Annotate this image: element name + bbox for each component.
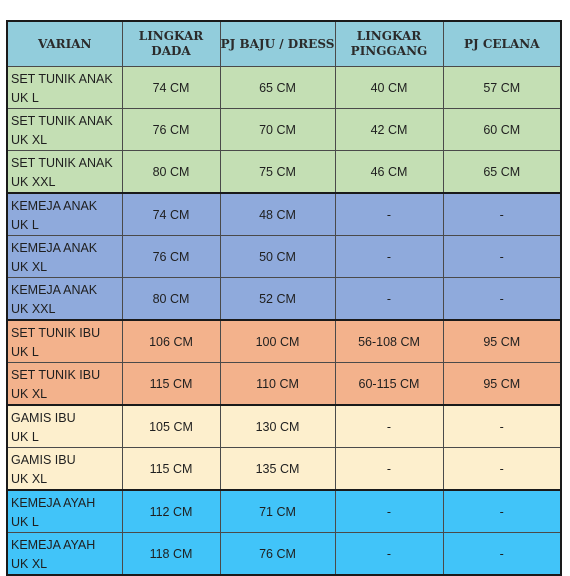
cell-lingkar-pinggang: - <box>334 489 444 533</box>
cell-lingkar-pinggang: - <box>334 404 444 448</box>
size-table: VARIAN LINGKAR DADA PJ BAJU / DRESS LING… <box>6 20 562 576</box>
table-row: KEMEJA AYAH UK L 112 CM 71 CM - - <box>6 489 562 533</box>
cell-lingkar-dada: 115 CM <box>121 362 221 406</box>
table-row: KEMEJA ANAK UK XXL 80 CM 52 CM - - <box>6 277 562 321</box>
cell-pj-celana: - <box>442 235 562 278</box>
table-body: SET TUNIK ANAK UK L 74 CM 65 CM 40 CM 57 CM S… <box>6 66 562 576</box>
cell-lingkar-dada: 80 CM <box>121 150 221 194</box>
cell-pj-baju-dress: 130 CM <box>219 404 336 448</box>
cell-pj-baju-dress: 50 CM <box>219 235 336 278</box>
cell-pj-baju-dress: 75 CM <box>219 150 336 194</box>
cell-pj-baju-dress: 52 CM <box>219 277 336 321</box>
cell-varian: SET TUNIK ANAK UK XL <box>6 108 123 151</box>
cell-pj-celana: - <box>442 277 562 321</box>
cell-varian: GAMIS IBU UK L <box>6 404 123 448</box>
cell-varian: SET TUNIK IBU UK XL <box>6 362 123 406</box>
cell-lingkar-dada: 76 CM <box>121 108 221 151</box>
cell-lingkar-dada: 74 CM <box>121 192 221 236</box>
table-row: SET TUNIK IBU UK L 106 CM 100 CM 56-108 CM 9… <box>6 319 562 363</box>
cell-pj-celana: - <box>442 532 562 576</box>
cell-lingkar-pinggang: - <box>334 447 444 491</box>
cell-pj-baju-dress: 71 CM <box>219 489 336 533</box>
cell-varian: SET TUNIK IBU UK L <box>6 319 123 363</box>
cell-pj-celana: - <box>442 404 562 448</box>
table-row: SET TUNIK ANAK UK XL 76 CM 70 CM 42 CM 60 CM <box>6 108 562 151</box>
cell-pj-baju-dress: 65 CM <box>219 66 336 109</box>
cell-lingkar-pinggang: - <box>334 532 444 576</box>
cell-pj-celana: 60 CM <box>442 108 562 151</box>
table-row: KEMEJA ANAK UK L 74 CM 48 CM - - <box>6 192 562 236</box>
cell-pj-baju-dress: 76 CM <box>219 532 336 576</box>
cell-pj-baju-dress: 48 CM <box>219 192 336 236</box>
cell-lingkar-pinggang: 42 CM <box>334 108 444 151</box>
table-row: KEMEJA ANAK UK XL 76 CM 50 CM - - <box>6 235 562 278</box>
cell-pj-baju-dress: 70 CM <box>219 108 336 151</box>
cell-lingkar-pinggang: 56-108 CM <box>334 319 444 363</box>
cell-varian: GAMIS IBU UK XL <box>6 447 123 491</box>
cell-lingkar-pinggang: 40 CM <box>334 66 444 109</box>
cell-pj-celana: - <box>442 447 562 491</box>
cell-varian: KEMEJA ANAK UK L <box>6 192 123 236</box>
cell-lingkar-dada: 105 CM <box>121 404 221 448</box>
cell-lingkar-pinggang: - <box>334 192 444 236</box>
cell-varian: SET TUNIK ANAK UK L <box>6 66 123 109</box>
cell-pj-celana: 95 CM <box>442 362 562 406</box>
cell-lingkar-dada: 76 CM <box>121 235 221 278</box>
table-row: GAMIS IBU UK L 105 CM 130 CM - - <box>6 404 562 448</box>
table-row: GAMIS IBU UK XL 115 CM 135 CM - - <box>6 447 562 491</box>
header-varian: VARIAN <box>6 20 123 67</box>
cell-pj-baju-dress: 100 CM <box>219 319 336 363</box>
header-pj-celana: PJ CELANA <box>442 20 562 67</box>
cell-lingkar-pinggang: - <box>334 277 444 321</box>
cell-varian: KEMEJA AYAH UK XL <box>6 532 123 576</box>
cell-lingkar-dada: 112 CM <box>121 489 221 533</box>
cell-lingkar-pinggang: 46 CM <box>334 150 444 194</box>
table-row: SET TUNIK ANAK UK L 74 CM 65 CM 40 CM 57 CM <box>6 66 562 109</box>
header-pj-baju-dress: PJ BAJU / DRESS <box>219 20 336 67</box>
cell-pj-celana: 65 CM <box>442 150 562 194</box>
cell-pj-celana: 57 CM <box>442 66 562 109</box>
cell-pj-baju-dress: 110 CM <box>219 362 336 406</box>
table-row: KEMEJA AYAH UK XL 118 CM 76 CM - - <box>6 532 562 576</box>
cell-varian: KEMEJA ANAK UK XXL <box>6 277 123 321</box>
cell-varian: KEMEJA AYAH UK L <box>6 489 123 533</box>
table-row: SET TUNIK IBU UK XL 115 CM 110 CM 60-115 CM… <box>6 362 562 406</box>
header-lingkar-pinggang: LINGKAR PINGGANG <box>334 20 444 67</box>
cell-lingkar-pinggang: - <box>334 235 444 278</box>
cell-pj-celana: - <box>442 192 562 236</box>
header-row: VARIAN LINGKAR DADA PJ BAJU / DRESS LING… <box>6 20 562 67</box>
cell-lingkar-dada: 115 CM <box>121 447 221 491</box>
cell-lingkar-pinggang: 60-115 CM <box>334 362 444 406</box>
cell-lingkar-dada: 74 CM <box>121 66 221 109</box>
cell-pj-celana: 95 CM <box>442 319 562 363</box>
cell-lingkar-dada: 80 CM <box>121 277 221 321</box>
cell-pj-celana: - <box>442 489 562 533</box>
table-row: SET TUNIK ANAK UK XXL 80 CM 75 CM 46 CM 65 C… <box>6 150 562 194</box>
cell-lingkar-dada: 106 CM <box>121 319 221 363</box>
cell-varian: KEMEJA ANAK UK XL <box>6 235 123 278</box>
cell-pj-baju-dress: 135 CM <box>219 447 336 491</box>
header-lingkar-dada: LINGKAR DADA <box>121 20 221 67</box>
size-chart: VARIAN LINGKAR DADA PJ BAJU / DRESS LING… <box>6 20 562 576</box>
cell-varian: SET TUNIK ANAK UK XXL <box>6 150 123 194</box>
cell-lingkar-dada: 118 CM <box>121 532 221 576</box>
